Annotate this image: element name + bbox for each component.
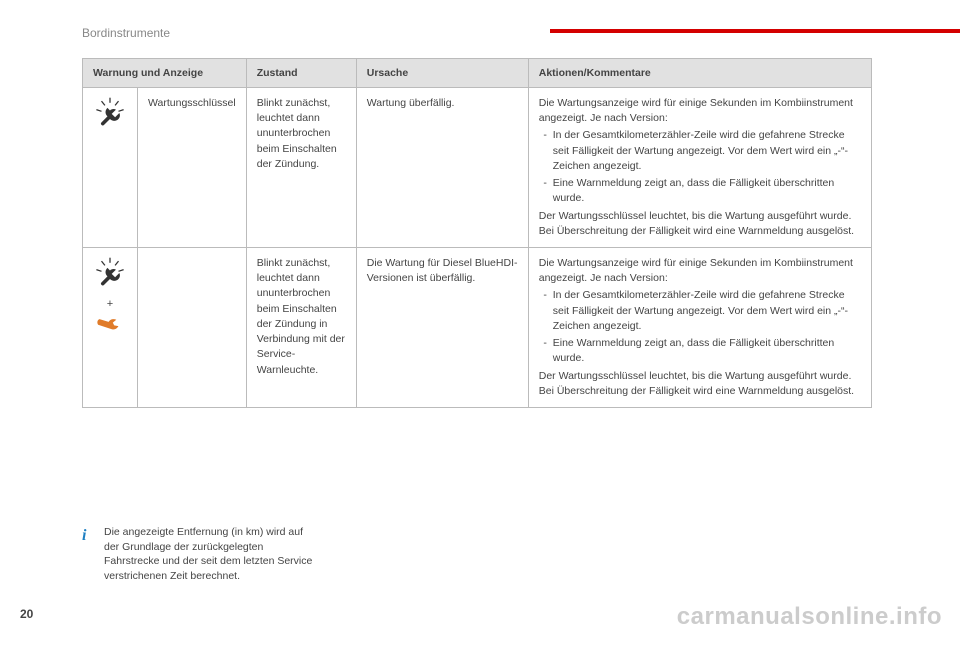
th-warning: Warnung und Anzeige <box>83 59 247 88</box>
table-row: Wartungsschlüssel Blinkt zunächst, leuch… <box>83 88 872 248</box>
actions-item: In der Gesamtkilometerzähler-Zeile wird … <box>553 288 861 334</box>
info-icon: i <box>82 525 96 584</box>
table-header-row: Warnung und Anzeige Zustand Ursache Akti… <box>83 59 872 88</box>
th-actions: Aktionen/Kommentare <box>528 59 871 88</box>
warning-cause: Wartung überfällig. <box>356 88 528 248</box>
actions-list: In der Gesamtkilometerzähler-Zeile wird … <box>539 288 861 366</box>
actions-intro: Die Wartungsanzeige wird für einige Seku… <box>539 97 853 124</box>
service-spanner-icon <box>96 315 124 333</box>
watermark: carmanualsonline.info <box>677 603 942 631</box>
th-state: Zustand <box>246 59 356 88</box>
warning-table: Warnung und Anzeige Zustand Ursache Akti… <box>82 58 872 408</box>
warning-icon-cell: + <box>83 247 138 407</box>
page-number: 20 <box>20 607 33 621</box>
service-wrench-icon <box>93 256 127 290</box>
actions-tail: Der Wartungsschlüssel leuchtet, bis die … <box>539 370 852 382</box>
table-row: + Blinkt zunächst, leuchtet dann ununter… <box>83 247 872 407</box>
service-wrench-icon <box>93 96 127 130</box>
section-title: Bordinstrumente <box>82 26 170 40</box>
warning-cause: Die Wartung für Diesel BlueHDI-Versionen… <box>356 247 528 407</box>
th-cause: Ursache <box>356 59 528 88</box>
info-text: Die angezeigte Entfernung (in km) wird a… <box>104 525 320 584</box>
warning-name <box>138 247 247 407</box>
actions-tail: Der Wartungsschlüssel leuchtet, bis die … <box>539 210 852 222</box>
warning-actions: Die Wartungsanzeige wird für einige Seku… <box>528 88 871 248</box>
actions-item: In der Gesamtkilometerzähler-Zeile wird … <box>553 128 861 174</box>
accent-bar <box>550 29 960 33</box>
warning-state: Blinkt zunächst, leuchtet dann ununterbr… <box>246 88 356 248</box>
actions-tail: Bei Überschreitung der Fälligkeit wird e… <box>539 225 854 237</box>
actions-intro: Die Wartungsanzeige wird für einige Seku… <box>539 257 853 284</box>
actions-item: Eine Warnmeldung zeigt an, dass die Fäll… <box>553 176 861 206</box>
warning-icon-cell <box>83 88 138 248</box>
plus-icon: + <box>93 297 127 313</box>
warning-actions: Die Wartungsanzeige wird für einige Seku… <box>528 247 871 407</box>
actions-list: In der Gesamtkilometerzähler-Zeile wird … <box>539 128 861 206</box>
warning-state: Blinkt zunächst, leuchtet dann ununterbr… <box>246 247 356 407</box>
info-note: i Die angezeigte Entfernung (in km) wird… <box>82 525 320 584</box>
actions-tail: Bei Überschreitung der Fälligkeit wird e… <box>539 385 854 397</box>
actions-item: Eine Warnmeldung zeigt an, dass die Fäll… <box>553 336 861 366</box>
warning-name: Wartungsschlüssel <box>138 88 247 248</box>
